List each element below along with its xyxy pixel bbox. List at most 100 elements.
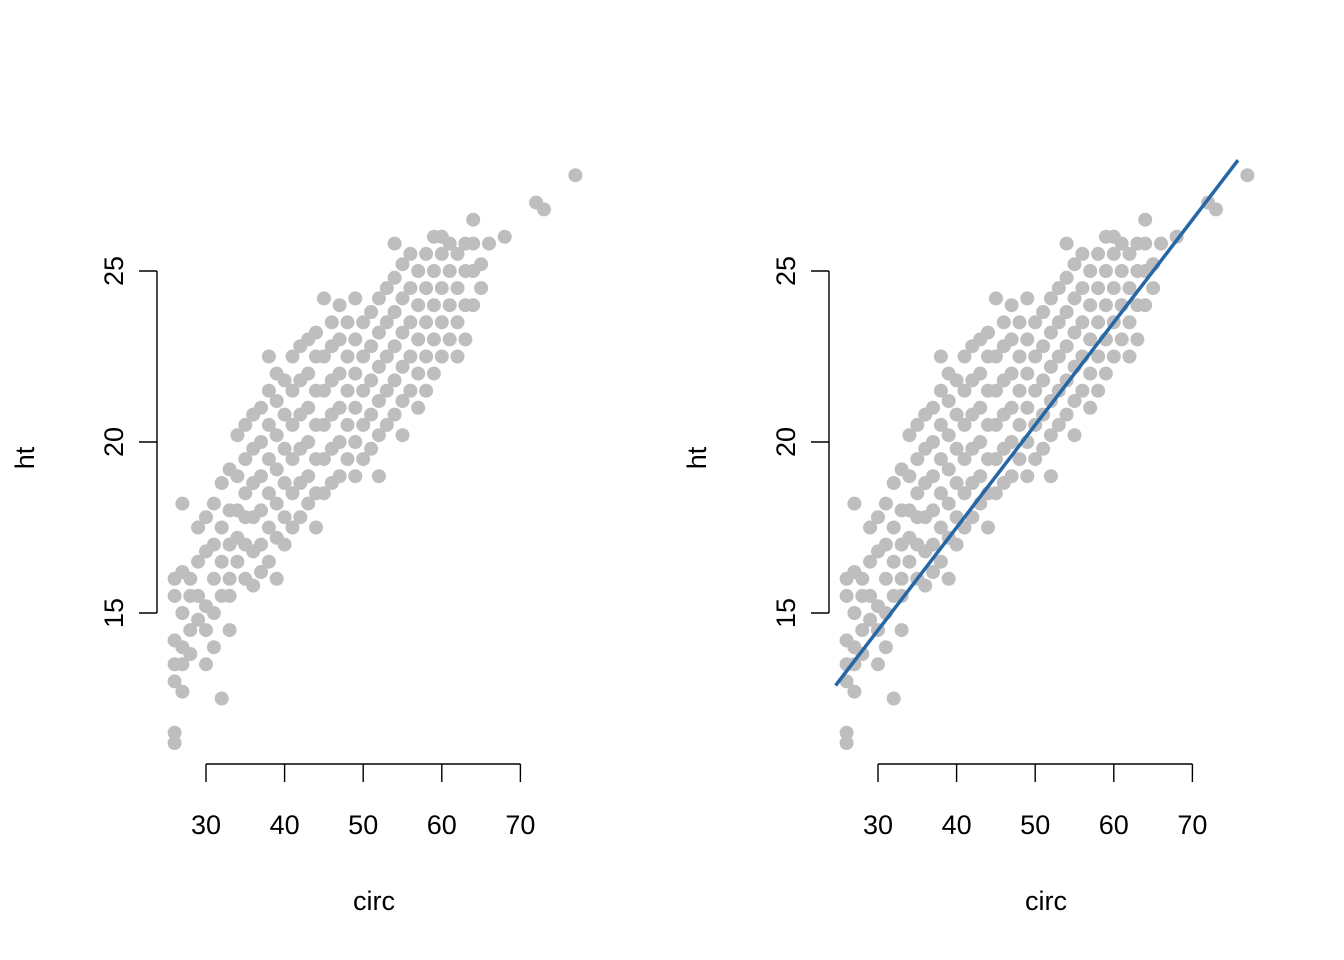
data-point	[1028, 315, 1043, 330]
data-point	[855, 623, 870, 638]
data-point	[878, 640, 893, 655]
data-point	[1075, 246, 1090, 261]
data-point	[1083, 332, 1098, 347]
data-point	[1106, 246, 1121, 261]
data-point	[285, 417, 300, 432]
data-point	[1059, 339, 1074, 354]
data-point	[285, 349, 300, 364]
data-point	[403, 281, 418, 296]
data-point	[238, 417, 253, 432]
data-point	[1075, 281, 1090, 296]
data-point	[1083, 264, 1098, 278]
data-point	[285, 383, 300, 398]
data-point	[301, 469, 316, 484]
data-point	[1138, 236, 1153, 251]
data-point	[316, 383, 331, 398]
data-point	[926, 469, 940, 484]
data-point	[894, 623, 909, 638]
data-point	[332, 400, 347, 415]
data-point	[949, 441, 964, 456]
data-point	[261, 417, 276, 432]
x-axis-label-right: circ	[1025, 886, 1067, 916]
data-point	[926, 537, 940, 552]
data-point	[434, 349, 449, 364]
data-point	[340, 417, 355, 432]
data-point	[411, 332, 426, 347]
data-point	[1138, 298, 1153, 313]
data-point	[933, 349, 948, 364]
data-point	[1130, 332, 1145, 347]
data-point	[1122, 281, 1137, 296]
data-point	[371, 291, 386, 306]
scatter-panel-right: 30 40 50 60 70 15 20 25 circ ht	[682, 159, 1255, 916]
data-point	[988, 291, 1003, 306]
data-point	[364, 441, 379, 456]
data-point	[1043, 291, 1058, 306]
x-tick-label: 50	[1020, 810, 1050, 840]
data-point	[379, 281, 394, 296]
y-tick-labels-left: 15 20 25	[99, 256, 129, 628]
data-point	[261, 520, 276, 535]
data-point	[222, 588, 237, 603]
data-point	[568, 168, 583, 183]
data-point	[277, 373, 292, 388]
data-point	[395, 291, 410, 306]
data-point	[254, 400, 268, 415]
data-point	[1138, 212, 1153, 227]
data-point	[886, 476, 901, 490]
data-point	[301, 366, 316, 381]
data-point	[1043, 359, 1058, 374]
data-point	[269, 428, 284, 443]
data-point	[246, 578, 261, 593]
data-point	[1067, 291, 1082, 306]
data-point	[1020, 291, 1035, 306]
data-point	[395, 428, 410, 443]
data-point	[269, 496, 284, 511]
data-point	[261, 383, 276, 398]
data-point	[332, 469, 347, 484]
data-point	[426, 332, 441, 347]
data-point	[238, 452, 253, 467]
data-point	[277, 441, 292, 456]
data-point	[949, 407, 964, 422]
data-point	[863, 554, 878, 569]
data-point	[957, 486, 972, 501]
data-point	[269, 571, 284, 586]
data-point	[957, 349, 972, 364]
data-point	[199, 657, 213, 672]
data-point	[269, 394, 284, 408]
data-point	[175, 496, 190, 511]
data-point	[450, 246, 465, 261]
data-point	[941, 394, 956, 408]
data-points-right	[839, 168, 1255, 750]
data-point	[175, 606, 190, 620]
data-point	[878, 571, 893, 586]
data-point	[1075, 383, 1090, 398]
data-point	[902, 554, 917, 569]
data-point	[426, 264, 441, 278]
data-point	[941, 496, 956, 511]
data-point	[348, 469, 363, 484]
data-point	[191, 612, 206, 627]
data-point	[1114, 236, 1129, 251]
data-point	[863, 588, 878, 603]
data-point	[403, 246, 418, 261]
data-point	[199, 623, 213, 638]
data-point	[419, 349, 434, 364]
data-point	[497, 229, 512, 244]
data-point	[332, 298, 347, 313]
data-point	[364, 305, 379, 319]
data-point	[839, 588, 854, 603]
data-point	[926, 400, 940, 415]
y-tick-labels-right: 15 20 25	[771, 256, 801, 628]
data-point	[1028, 452, 1043, 467]
y-tick-label: 15	[99, 598, 129, 628]
data-point	[1012, 417, 1027, 432]
data-point	[1091, 315, 1106, 330]
data-point	[871, 510, 885, 525]
data-point	[1028, 349, 1043, 364]
data-point	[988, 486, 1003, 501]
data-point	[442, 264, 457, 278]
data-point	[206, 606, 221, 620]
data-point	[886, 520, 901, 535]
